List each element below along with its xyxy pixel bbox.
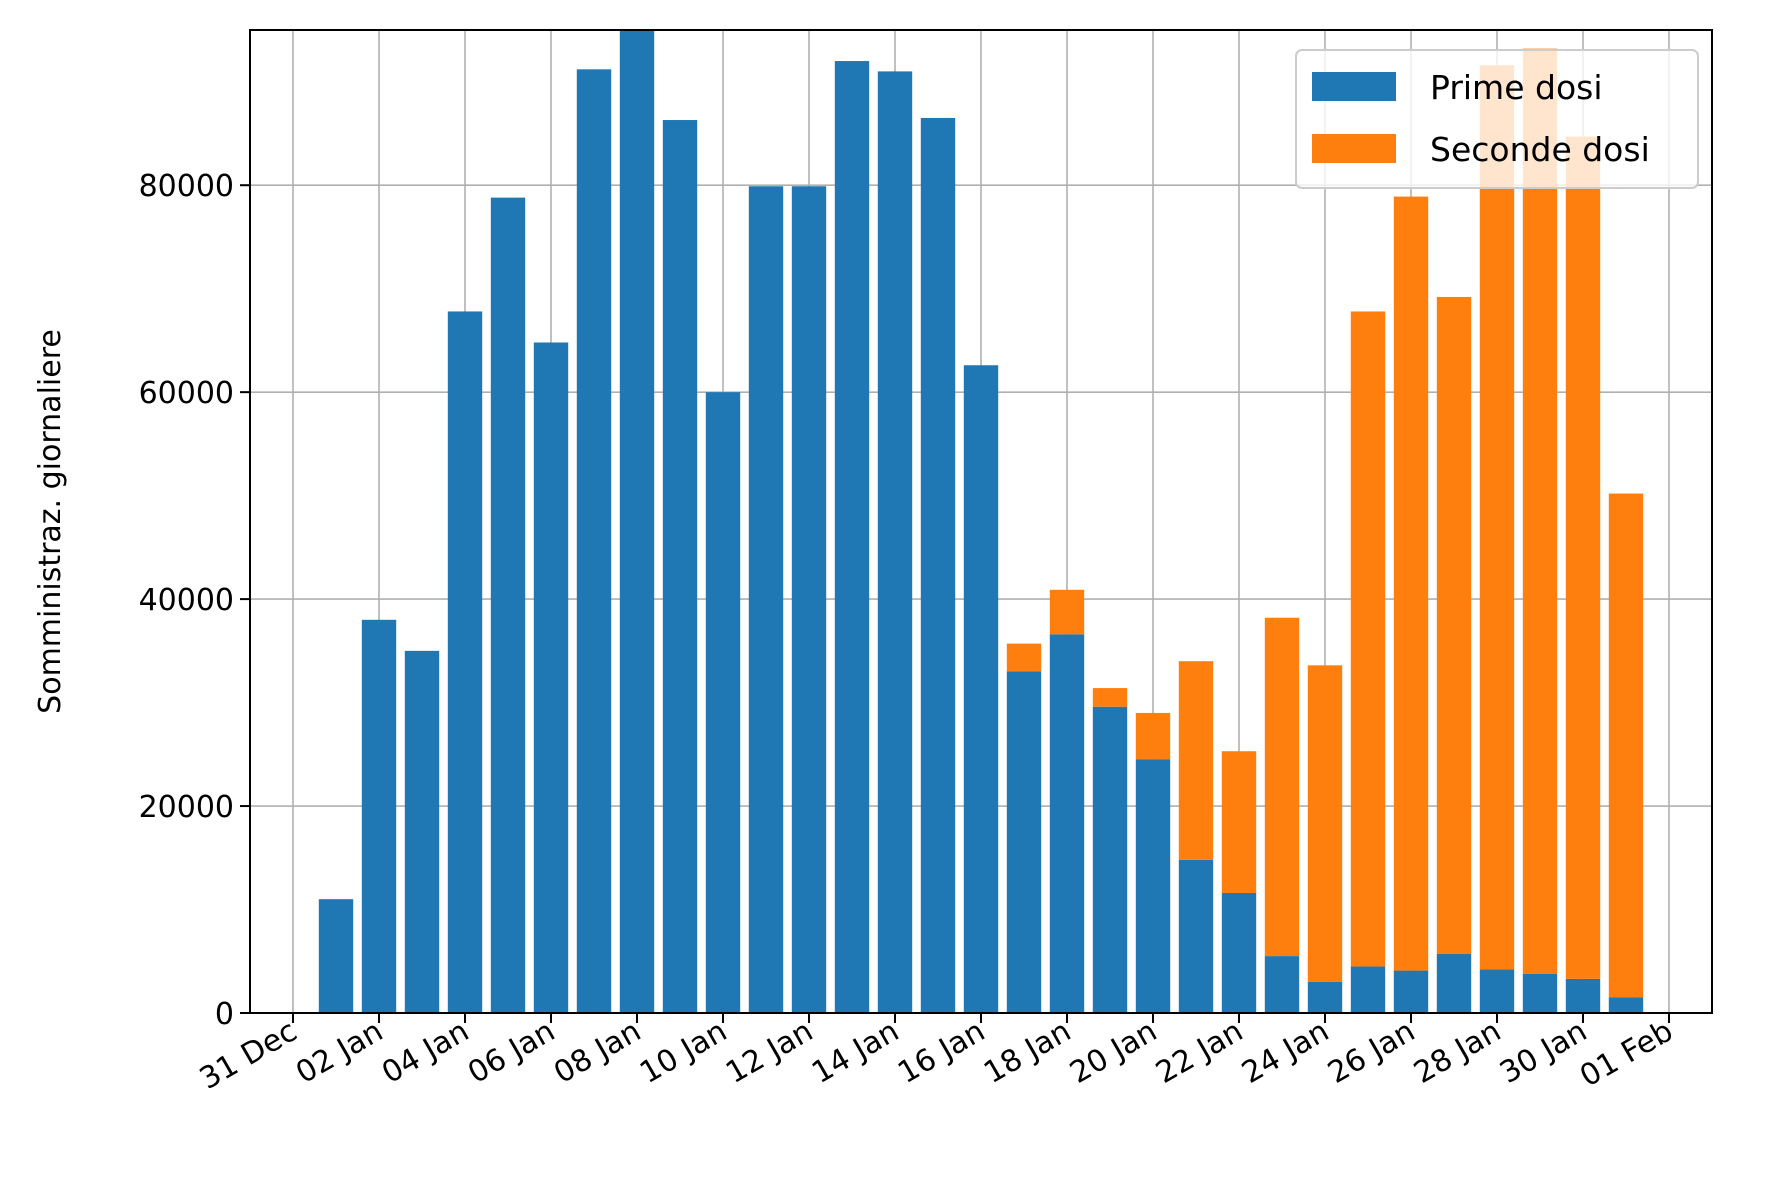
bar-prime-dosi bbox=[447, 311, 483, 1013]
bar-prime-dosi bbox=[1565, 978, 1601, 1013]
bar-seconde-dosi bbox=[1221, 751, 1257, 893]
bar-prime-dosi bbox=[1092, 706, 1128, 1013]
bar-prime-dosi bbox=[490, 197, 526, 1013]
bar-seconde-dosi bbox=[1178, 661, 1214, 860]
bar-seconde-dosi bbox=[1006, 643, 1042, 672]
bar-prime-dosi bbox=[533, 342, 569, 1013]
legend: Prime dosi Seconde dosi bbox=[1295, 49, 1699, 189]
bar-prime-dosi bbox=[1264, 956, 1300, 1013]
bar-seconde-dosi bbox=[1092, 688, 1128, 707]
legend-label: Prime dosi bbox=[1430, 68, 1603, 107]
bar-prime-dosi bbox=[1608, 997, 1644, 1013]
bar-seconde-dosi bbox=[1608, 493, 1644, 998]
bar-seconde-dosi bbox=[1479, 65, 1515, 970]
y-tick-label: 20000 bbox=[139, 790, 234, 825]
bar-prime-dosi bbox=[1479, 969, 1515, 1013]
bar-prime-dosi bbox=[834, 61, 870, 1013]
bar-prime-dosi bbox=[1135, 759, 1171, 1013]
bar-seconde-dosi bbox=[1049, 589, 1085, 635]
bar-prime-dosi bbox=[1049, 634, 1085, 1013]
bar-prime-dosi bbox=[748, 186, 784, 1014]
bar-seconde-dosi bbox=[1522, 48, 1558, 974]
bar-prime-dosi bbox=[361, 619, 397, 1013]
bar-seconde-dosi bbox=[1307, 665, 1343, 982]
y-tick-label: 60000 bbox=[139, 376, 234, 411]
legend-label: Seconde dosi bbox=[1430, 130, 1650, 169]
legend-box bbox=[1295, 49, 1699, 189]
legend-swatch bbox=[1312, 72, 1396, 101]
bar-prime-dosi bbox=[1178, 859, 1214, 1013]
bar-prime-dosi bbox=[1522, 973, 1558, 1013]
y-axis-label: Somministraz. giornaliere bbox=[33, 329, 68, 714]
bars bbox=[318, 30, 1644, 1014]
bar-prime-dosi bbox=[1307, 981, 1343, 1013]
bar-seconde-dosi bbox=[1350, 311, 1386, 967]
bar-prime-dosi bbox=[662, 120, 698, 1014]
bar-prime-dosi bbox=[963, 365, 999, 1013]
y-axis: 0 20000 40000 60000 80000 bbox=[139, 169, 250, 1032]
bar-prime-dosi bbox=[1221, 892, 1257, 1013]
bar-prime-dosi bbox=[318, 899, 354, 1013]
y-tick-label: 40000 bbox=[139, 583, 234, 618]
bar-seconde-dosi bbox=[1393, 196, 1429, 971]
bar-prime-dosi bbox=[1006, 671, 1042, 1013]
bar-prime-dosi bbox=[576, 69, 612, 1013]
bar-seconde-dosi bbox=[1436, 296, 1472, 955]
bar-seconde-dosi bbox=[1565, 136, 1601, 979]
bar-prime-dosi bbox=[877, 71, 913, 1014]
bar-prime-dosi bbox=[619, 30, 655, 1013]
bar-prime-dosi bbox=[1436, 954, 1472, 1013]
bar-prime-dosi bbox=[404, 650, 440, 1013]
bar-seconde-dosi bbox=[1264, 617, 1300, 957]
bar-prime-dosi bbox=[705, 392, 741, 1013]
bar-prime-dosi bbox=[791, 186, 827, 1014]
bar-prime-dosi bbox=[920, 117, 956, 1013]
y-tick-label: 0 bbox=[215, 997, 234, 1032]
bar-seconde-dosi bbox=[1135, 712, 1171, 760]
y-tick-label: 80000 bbox=[139, 169, 234, 204]
legend-swatch bbox=[1312, 134, 1396, 163]
bar-prime-dosi bbox=[1350, 966, 1386, 1013]
bar-prime-dosi bbox=[1393, 970, 1429, 1013]
